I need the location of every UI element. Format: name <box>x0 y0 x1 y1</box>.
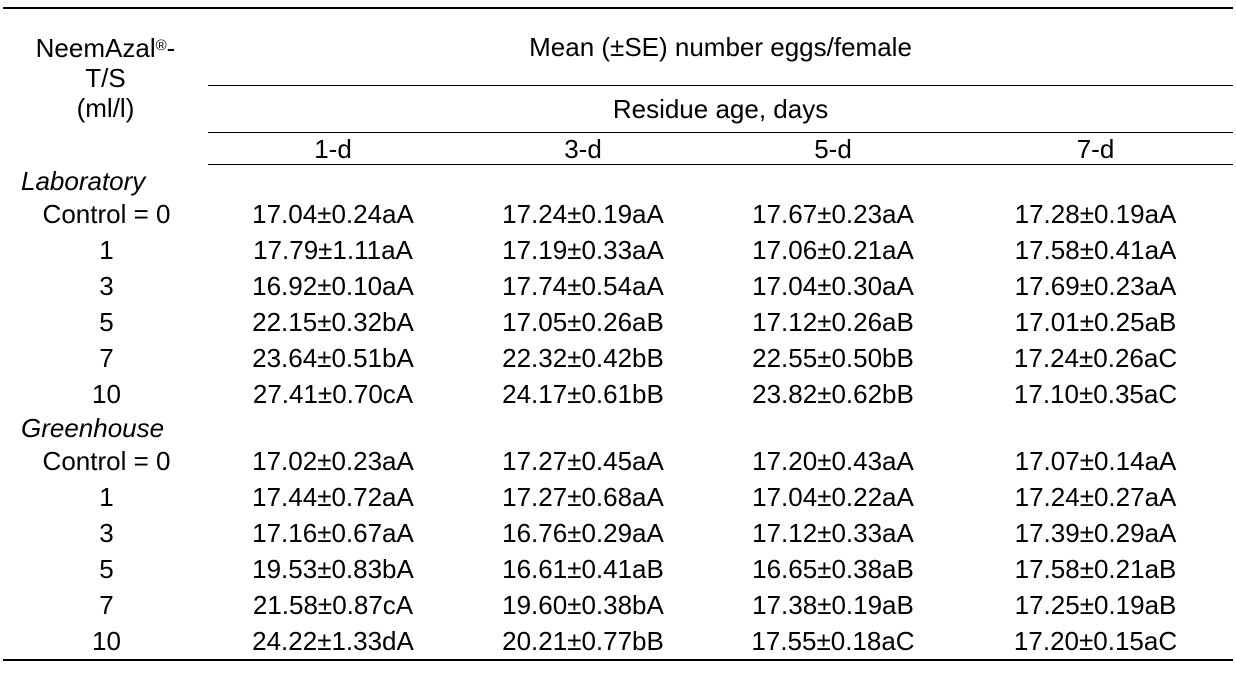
value-cell: 16.61±0.41aB <box>502 554 664 584</box>
value-cell: 27.41±0.70cA <box>252 379 414 409</box>
value-cell: 19.53±0.83bA <box>252 554 414 584</box>
value-cell: 22.32±0.42bB <box>502 343 664 373</box>
mean-header: Mean (±SE) number eggs/female <box>208 7 1234 86</box>
table-row: 5 19.53±0.83bA 16.61±0.41aB 16.65±0.38aB 17.… <box>3 551 1233 587</box>
treatment-name: NeemAzal <box>35 33 156 63</box>
residue-age-header: Residue age, days <box>208 85 1234 133</box>
value-cell: 17.58±0.21aB <box>1014 554 1177 584</box>
concentration-cell: 10 <box>92 379 121 409</box>
concentration-cell: 1 <box>99 235 114 265</box>
section-row: Laboratory <box>3 165 1233 197</box>
value-cell: 20.21±0.77bB <box>458 623 708 661</box>
table-row: Control = 0 17.02±0.23aA 17.27±0.45aA 17.20… <box>3 443 1233 479</box>
table-row: 7 21.58±0.87cA 19.60±0.38bA 17.38±0.19aB 17.… <box>3 587 1233 623</box>
table-row: 7 23.64±0.51bA 22.32±0.42bB 22.55±0.50bB 17.… <box>3 340 1233 376</box>
value-cell: 17.04±0.24aA <box>252 199 414 229</box>
value-cell: 17.24±0.26aC <box>1013 343 1178 373</box>
value-cell: 17.38±0.19aB <box>752 590 914 620</box>
concentration-cell: 3 <box>99 518 114 548</box>
value-cell: 17.69±0.23aA <box>1014 271 1177 301</box>
value-cell: 16.92±0.10aA <box>252 271 414 301</box>
value-cell: 22.55±0.50bB <box>752 343 914 373</box>
concentration-cell: 3 <box>99 271 114 301</box>
concentration-cell: 7 <box>99 343 114 373</box>
value-cell: 17.02±0.23aA <box>252 446 414 476</box>
table-row: Control = 0 17.04±0.24aA 17.24±0.19aA 17.67… <box>3 196 1233 232</box>
value-cell: 17.19±0.33aA <box>502 235 664 265</box>
value-cell: 17.44±0.72aA <box>252 482 414 512</box>
value-cell: 17.27±0.68aA <box>502 482 664 512</box>
table-row: 3 17.16±0.67aA 16.76±0.29aA 17.12±0.33aA 17.… <box>3 515 1233 551</box>
table-row: 1 17.44±0.72aA 17.27±0.68aA 17.04±0.22aA 17.… <box>3 479 1233 515</box>
value-cell: 24.17±0.61bB <box>502 379 664 409</box>
treatment-unit: (ml/l) <box>76 93 135 123</box>
value-cell: 17.39±0.29aA <box>1014 518 1177 548</box>
value-cell: 22.15±0.32bA <box>252 307 414 337</box>
concentration-cell: Control = 0 <box>42 446 171 476</box>
header-row-days: 1-d 3-d 5-d 7-d <box>3 132 1234 165</box>
concentration-cell: 5 <box>99 307 114 337</box>
header-row-residue: Residue age, days <box>3 85 1234 133</box>
value-cell: 17.24±0.19aA <box>502 199 664 229</box>
column-header-7d: 7-d <box>958 132 1234 165</box>
value-cell: 17.74±0.54aA <box>502 271 664 301</box>
value-cell: 17.10±0.35aC <box>1013 379 1178 409</box>
value-cell: 21.58±0.87cA <box>252 590 414 620</box>
table-row: 10 24.22±1.33dA 20.21±0.77bB 17.55±0.18aC 17… <box>3 623 1234 661</box>
table-row: 5 22.15±0.32bA 17.05±0.26aB 17.12±0.26aB 17.… <box>3 304 1233 340</box>
value-cell: 23.82±0.62bB <box>752 379 914 409</box>
value-cell: 17.20±0.15aC <box>958 623 1234 661</box>
column-header-1d: 1-d <box>208 132 458 165</box>
column-header-5d: 5-d <box>708 132 958 165</box>
header-row-mean: NeemAzal®- T/S (ml/l) Mean (±SE) number … <box>3 7 1234 165</box>
value-cell: 17.12±0.26aB <box>752 307 914 337</box>
value-cell: 17.05±0.26aB <box>502 307 664 337</box>
value-cell: 17.04±0.30aA <box>752 271 914 301</box>
eggs-per-female-table: NeemAzal®- T/S (ml/l) Mean (±SE) number … <box>3 7 1234 661</box>
concentration-cell: 10 <box>3 623 208 661</box>
value-cell: 24.22±1.33dA <box>208 623 458 661</box>
value-cell: 19.60±0.38bA <box>502 590 664 620</box>
treatment-name-suffix: - <box>166 33 176 63</box>
value-cell: 17.07±0.14aA <box>1014 446 1177 476</box>
section-title: Laboratory <box>21 165 146 196</box>
value-cell: 17.06±0.21aA <box>752 235 914 265</box>
section-title: Greenhouse <box>21 412 165 443</box>
value-cell: 17.20±0.43aA <box>752 446 914 476</box>
section-row: Greenhouse <box>3 412 1233 443</box>
table-row: 1 17.79±1.11aA 17.19±0.33aA 17.06±0.21aA 17.… <box>3 232 1233 268</box>
value-cell: 17.27±0.45aA <box>502 446 664 476</box>
value-cell: 17.28±0.19aA <box>1014 199 1177 229</box>
value-cell: 16.76±0.29aA <box>502 518 664 548</box>
value-cell: 16.65±0.38aB <box>752 554 914 584</box>
value-cell: 17.58±0.41aA <box>1014 235 1177 265</box>
value-cell: 17.25±0.19aB <box>1014 590 1177 620</box>
value-cell: 17.04±0.22aA <box>752 482 914 512</box>
treatment-formulation: T/S <box>85 63 126 93</box>
value-cell: 17.55±0.18aC <box>708 623 958 661</box>
value-cell: 17.16±0.67aA <box>252 518 414 548</box>
concentration-cell: 5 <box>99 554 114 584</box>
concentration-cell: 1 <box>99 482 114 512</box>
value-cell: 17.67±0.23aA <box>752 199 914 229</box>
column-header-3d: 3-d <box>458 132 708 165</box>
value-cell: 17.24±0.27aA <box>1014 482 1177 512</box>
concentration-cell: 7 <box>99 590 114 620</box>
concentration-cell: Control = 0 <box>42 199 171 229</box>
value-cell: 17.01±0.25aB <box>1014 307 1177 337</box>
value-cell: 17.79±1.11aA <box>253 235 413 265</box>
registered-mark: ® <box>155 37 167 54</box>
table-row: 3 16.92±0.10aA 17.74±0.54aA 17.04±0.30aA 17.… <box>3 268 1233 304</box>
value-cell: 23.64±0.51bA <box>252 343 414 373</box>
table-row: 10 27.41±0.70cA 24.17±0.61bB 23.82±0.62bB 17… <box>3 376 1233 412</box>
value-cell: 17.12±0.33aA <box>752 518 914 548</box>
treatment-header: NeemAzal®- T/S (ml/l) <box>3 7 208 165</box>
